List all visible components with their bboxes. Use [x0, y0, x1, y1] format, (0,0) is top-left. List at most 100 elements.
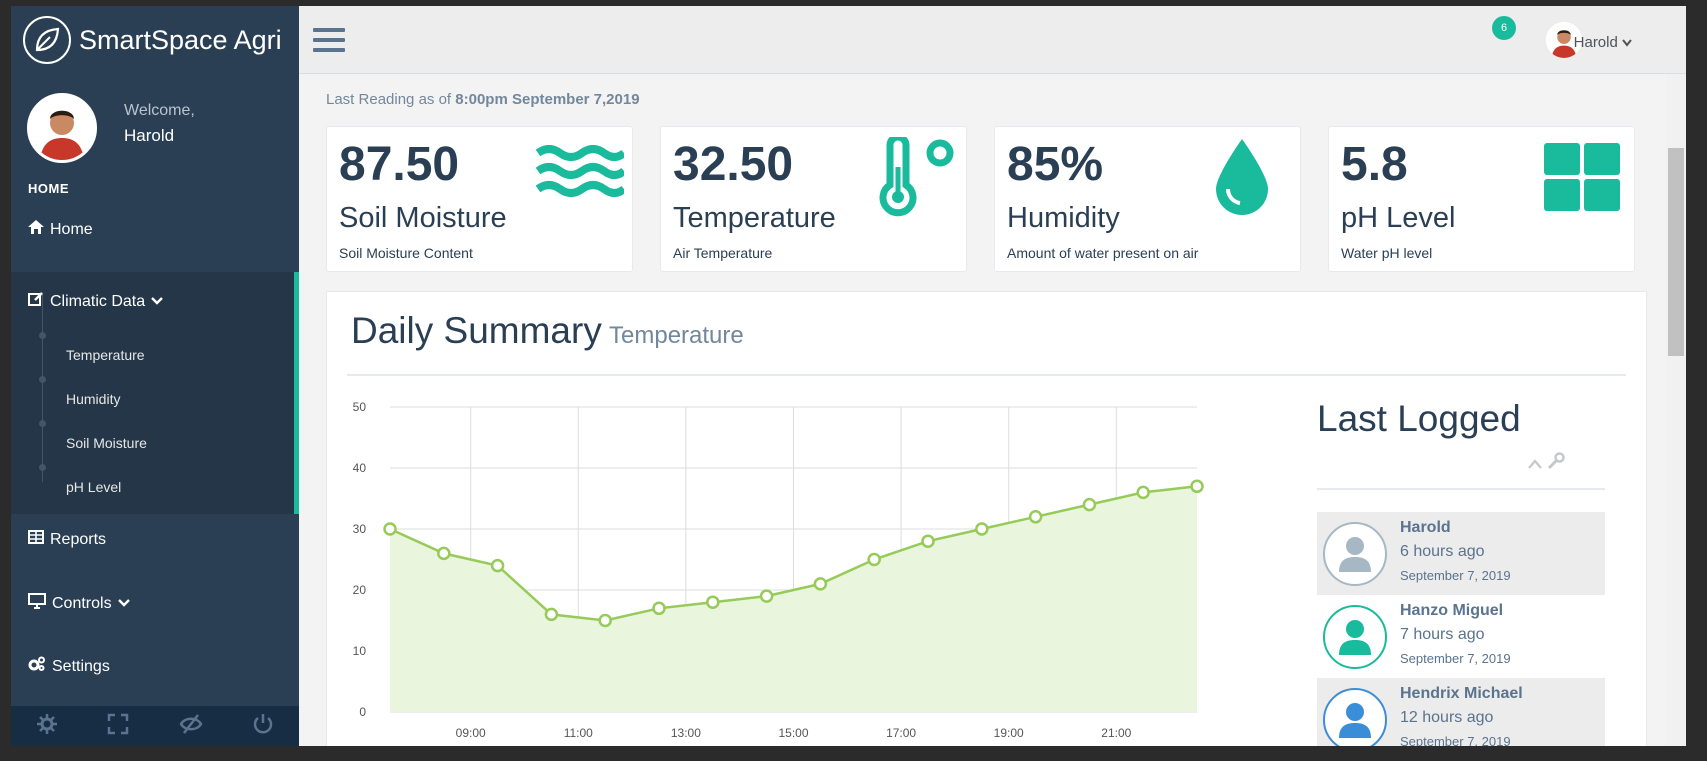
submenu-dot: [39, 376, 46, 383]
tile-subtitle: Amount of water present on air: [1007, 245, 1199, 261]
x-tick-label: 21:00: [1101, 726, 1131, 740]
tile-label: Temperature: [673, 202, 836, 234]
sidebar-item-home[interactable]: Home: [28, 220, 93, 239]
chevron-up-icon[interactable]: [1527, 457, 1547, 474]
brand-name: SmartSpace Agri: [79, 24, 282, 55]
submenu-dot: [39, 464, 46, 471]
panel-title: Daily Summary: [351, 310, 602, 351]
panel-subtitle: Temperature: [609, 322, 744, 349]
sidebar-item-label: Controls: [52, 594, 112, 612]
daily-summary-panel: Daily Summary Temperature 0 10 20 30 40 50 09:…: [326, 291, 1647, 746]
x-tick-label: 09:00: [456, 726, 486, 740]
tile-subtitle: Air Temperature: [673, 245, 773, 261]
sidebar-item-controls[interactable]: Controls: [28, 593, 130, 614]
y-tick-label: 0: [359, 705, 366, 719]
sidebar-subitem-temperature[interactable]: Temperature: [66, 347, 145, 363]
water-drop-icon: [1214, 137, 1270, 222]
user-menu-label: Harold: [1573, 34, 1618, 51]
last-logged-title: Last Logged: [1317, 398, 1521, 439]
tile-value: 85%: [1007, 138, 1104, 191]
notification-badge[interactable]: 6: [1492, 16, 1516, 40]
avatar[interactable]: [27, 93, 97, 163]
data-point: [1082, 497, 1097, 512]
user-avatar-icon: [1323, 605, 1387, 669]
tile-value: 32.50: [673, 138, 794, 191]
divider: [1317, 488, 1605, 490]
fullscreen-icon[interactable]: [107, 713, 129, 740]
profile-username: Harold: [124, 126, 175, 145]
tile-ph-level[interactable]: 5.8 pH Level Water pH level: [1328, 126, 1635, 272]
list-item[interactable]: Hendrix Michael 12 hours ago September 7…: [1317, 678, 1605, 746]
data-point: [1190, 479, 1204, 494]
user-menu[interactable]: Harold: [1574, 34, 1632, 51]
sidebar-item-reports[interactable]: Reports: [28, 530, 106, 549]
last-reading-date: September 7,2019: [511, 91, 640, 108]
tile-label: Humidity: [1007, 202, 1120, 234]
submenu-line: [42, 292, 43, 482]
menu-toggle-icon[interactable]: [313, 28, 345, 58]
desktop-icon: [28, 593, 46, 614]
last-reading: Last Reading as of 8:00pm September 7,20…: [326, 91, 640, 108]
x-tick-label: 17:00: [886, 726, 916, 740]
tile-humidity[interactable]: 85% Humidity Amount of water present on …: [994, 126, 1301, 272]
data-point: [1028, 510, 1043, 524]
list-item[interactable]: Hanzo Miguel 7 hours ago September 7, 20…: [1317, 595, 1605, 678]
time-ago: 6 hours ago: [1400, 543, 1485, 560]
welcome-text: Welcome,: [124, 102, 195, 119]
y-tick-label: 10: [353, 644, 367, 658]
power-off-icon[interactable]: [252, 713, 274, 740]
eye-slash-icon[interactable]: [179, 713, 203, 740]
user-name: Hendrix Michael: [1400, 685, 1523, 702]
data-point: [544, 607, 559, 622]
log-date: September 7, 2019: [1400, 734, 1511, 746]
series-line: [389, 485, 1198, 622]
tile-value: 5.8: [1341, 138, 1408, 191]
tile-label: Soil Moisture: [339, 202, 507, 234]
sidebar-subitem-humidity[interactable]: Humidity: [66, 391, 121, 407]
sidebar-item-settings[interactable]: Settings: [28, 656, 110, 677]
panel-tools: [1527, 452, 1566, 475]
data-point: [759, 589, 774, 603]
data-point: [383, 522, 397, 536]
submenu-dot: [39, 332, 46, 339]
data-point: [490, 558, 505, 573]
user-avatar-icon: [1323, 522, 1387, 586]
sidebar-item-label: Climatic Data: [50, 292, 146, 310]
sidebar-subitem-soil-moisture[interactable]: Soil Moisture: [66, 435, 147, 451]
scrollbar[interactable]: [1666, 74, 1686, 746]
scrollbar-thumb[interactable]: [1668, 148, 1684, 356]
table-icon: [28, 530, 44, 549]
thermometer-icon: [878, 133, 958, 222]
sidebar-item-climatic-data[interactable]: Climatic Data: [28, 291, 163, 312]
list-item[interactable]: Harold 6 hours ago September 7, 2019: [1317, 512, 1605, 595]
chevron-down-icon: [1622, 34, 1632, 51]
sidebar-item-label: Settings: [52, 657, 110, 675]
log-date: September 7, 2019: [1400, 651, 1511, 666]
data-point: [813, 577, 828, 591]
edit-icon: [28, 291, 44, 312]
data-point: [867, 552, 881, 567]
sidebar-subitem-ph-level[interactable]: pH Level: [66, 479, 122, 495]
avatar[interactable]: [1546, 22, 1582, 58]
y-tick-label: 20: [353, 583, 367, 597]
x-tick-label: 13:00: [671, 726, 701, 740]
y-tick-label: 40: [353, 461, 367, 475]
data-point: [437, 546, 451, 561]
tile-subtitle: Water pH level: [1341, 245, 1433, 261]
wrench-icon[interactable]: [1547, 452, 1566, 474]
leaf-logo-icon: [23, 16, 71, 64]
tile-soil-moisture[interactable]: 87.50 Soil Moisture Soil Moisture Conten…: [326, 126, 633, 272]
brand[interactable]: SmartSpace Agri: [11, 6, 299, 74]
data-point: [652, 601, 666, 616]
tile-value: 87.50: [339, 138, 460, 191]
sidebar: SmartSpace Agri Welcome, Harold HOME Hom…: [11, 6, 299, 746]
tile-temperature[interactable]: 32.50 Temperature Air Temperature: [660, 126, 967, 272]
settings-gear-icon[interactable]: [36, 713, 58, 740]
last-reading-time: 8:00pm: [455, 91, 508, 108]
temperature-chart: 0 10 20 30 40 50 09:00 11:00 13:00 15:00 17:00 19:0…: [353, 400, 1204, 740]
tile-label: pH Level: [1341, 202, 1456, 234]
last-reading-label: Last Reading as of: [326, 91, 452, 108]
x-tick-label: 11:00: [564, 726, 593, 740]
area-fill: [390, 486, 1197, 712]
sidebar-item-label: Home: [50, 220, 93, 238]
